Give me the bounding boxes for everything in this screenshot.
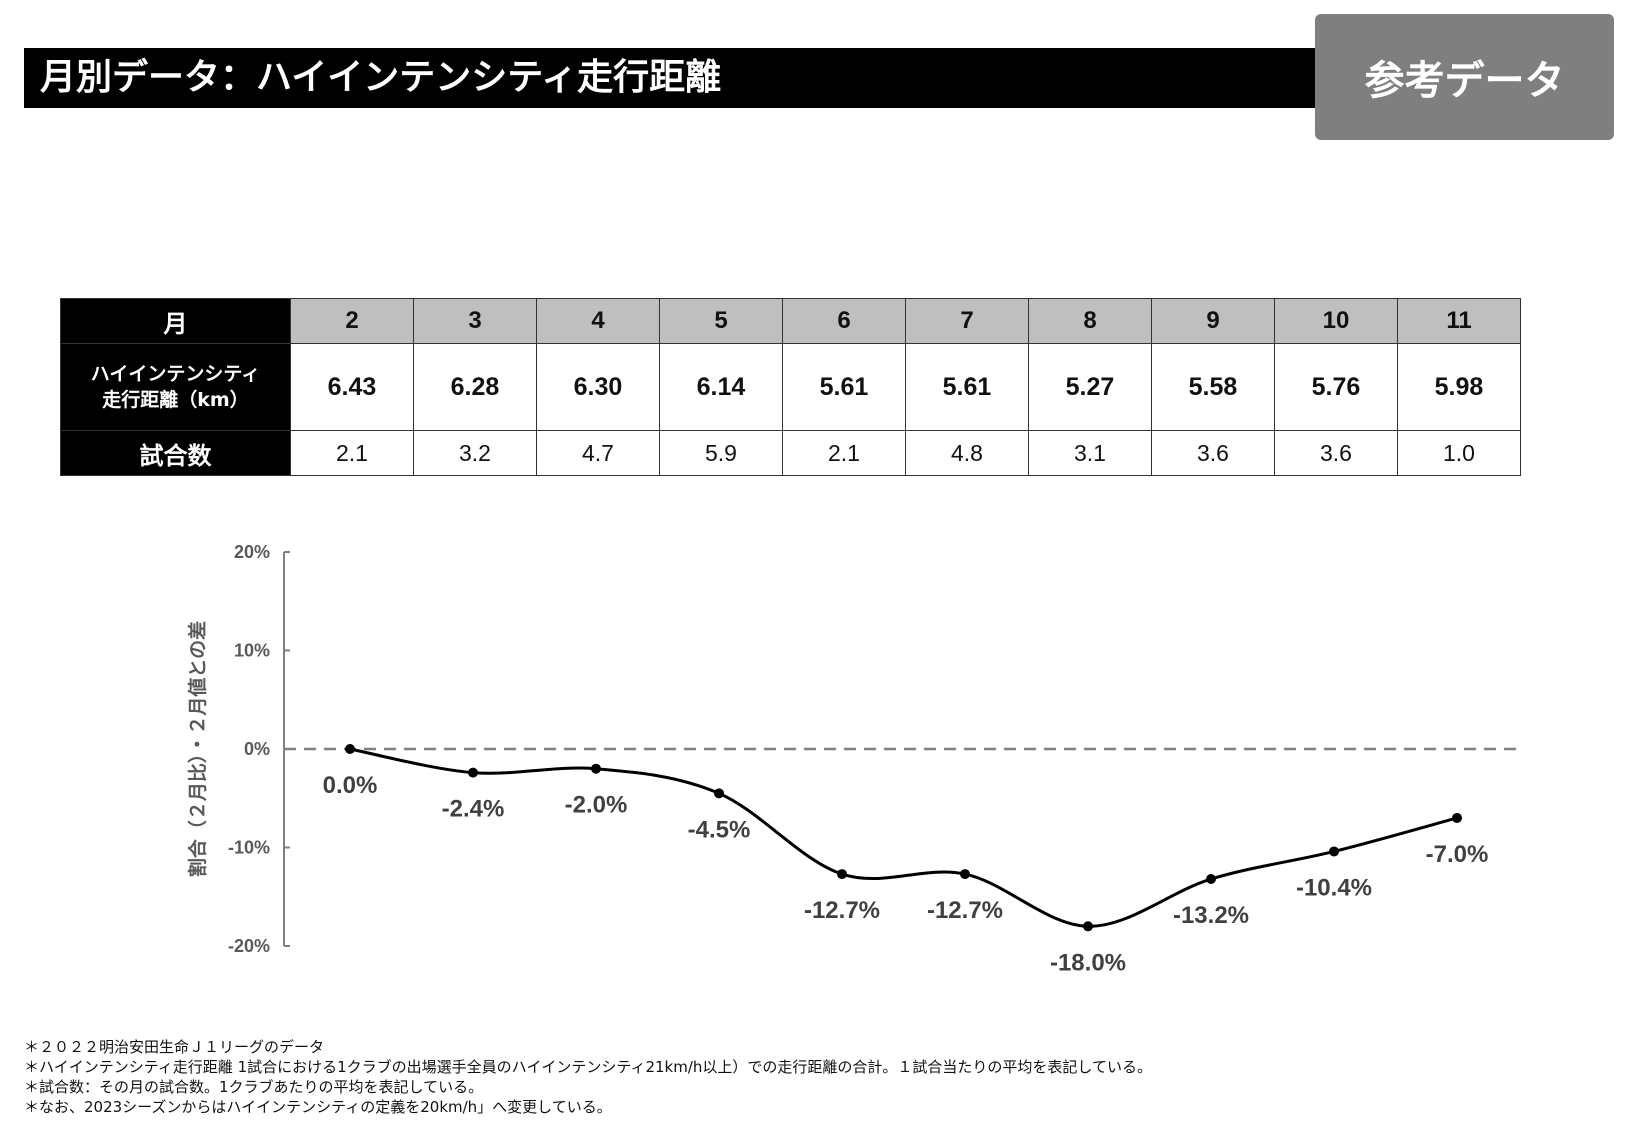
data-point xyxy=(837,869,847,880)
month-cell: 9 xyxy=(1151,298,1275,344)
distance-cell: 6.30 xyxy=(536,343,660,431)
games-cell: 2.1 xyxy=(290,430,414,476)
distance-cell: 5.58 xyxy=(1151,343,1275,431)
distance-cell: 5.61 xyxy=(782,343,906,431)
games-cell: 5.9 xyxy=(659,430,783,476)
month-cell: 11 xyxy=(1397,298,1521,344)
data-point xyxy=(714,788,724,799)
games-cell: 3.6 xyxy=(1274,430,1398,476)
games-cell: 4.7 xyxy=(536,430,660,476)
row-header-distance-line2: 走行距離（km） xyxy=(102,389,249,411)
games-cell: 3.1 xyxy=(1028,430,1152,476)
table-row-distance: ハイインテンシティ 走行距離（km） 6.43 6.28 6.30 6.14 5.61 5… xyxy=(60,343,1521,431)
y-axis-title: 割合（２月比）・２月値との差 xyxy=(186,621,209,877)
y-tick-label: 0% xyxy=(244,739,270,759)
data-point xyxy=(345,744,355,754)
data-point xyxy=(1083,921,1093,932)
data-point xyxy=(468,767,478,778)
data-point xyxy=(1329,846,1339,857)
row-header-month: 月 xyxy=(60,298,291,344)
distance-cell: 5.98 xyxy=(1397,343,1521,431)
reference-data-badge: 参考データ xyxy=(1315,14,1614,140)
data-point xyxy=(591,763,601,774)
data-label: -7.0% xyxy=(1426,841,1489,868)
data-label: -12.7% xyxy=(804,897,880,924)
table-row-games: 試合数 2.1 3.2 4.7 5.9 2.1 4.8 3.1 3.6 3.6 1.0 xyxy=(60,430,1521,476)
games-cell: 4.8 xyxy=(905,430,1029,476)
month-cell: 6 xyxy=(782,298,906,344)
footnote-2: ＊ハイインテンシティ走行距離 1試合における1クラブの出場選手全員のハイインテン… xyxy=(24,1058,1152,1076)
data-point xyxy=(960,869,970,880)
y-tick-label: 10% xyxy=(234,641,270,661)
data-label: -13.2% xyxy=(1173,902,1249,929)
difference-line-chart: 20% 10% 0% -10% -20% 割合（２月比）・２月値との差 0.0% -2.4% -… xyxy=(186,542,1520,976)
data-point xyxy=(1452,812,1462,823)
data-point xyxy=(1206,874,1216,885)
distance-cell: 6.28 xyxy=(413,343,537,431)
row-header-games: 試合数 xyxy=(60,430,291,476)
games-cell: 3.6 xyxy=(1151,430,1275,476)
month-cell: 7 xyxy=(905,298,1029,344)
y-tick-label: 20% xyxy=(234,542,270,562)
footnote-4: ＊なお、2023シーズンからはハイインテンシティの定義を20km/h」へ変更して… xyxy=(24,1098,612,1116)
month-cell: 2 xyxy=(290,298,414,344)
row-header-distance: ハイインテンシティ 走行距離（km） xyxy=(60,343,291,431)
games-cell: 1.0 xyxy=(1397,430,1521,476)
games-cell: 3.2 xyxy=(413,430,537,476)
row-header-distance-line1: ハイインテンシティ xyxy=(90,363,261,385)
data-label: -12.7% xyxy=(927,897,1003,924)
month-cell: 4 xyxy=(536,298,660,344)
page-title: 月別データ：ハイインテンシティ走行距離 xyxy=(24,48,1326,108)
data-label: -2.0% xyxy=(565,792,628,819)
footnotes: ＊２０２２明治安田生命Ｊ１リーグのデータ ＊ハイインテンシティ走行距離 1試合に… xyxy=(24,1037,1152,1117)
games-cell: 2.1 xyxy=(782,430,906,476)
distance-cell: 5.76 xyxy=(1274,343,1398,431)
series-line xyxy=(349,747,1458,928)
distance-cell: 5.61 xyxy=(905,343,1029,431)
table-row-month: 月 2 3 4 5 6 7 8 9 10 11 xyxy=(60,298,1521,344)
data-label: -4.5% xyxy=(688,816,751,843)
data-label: 0.0% xyxy=(323,772,378,799)
month-cell: 10 xyxy=(1274,298,1398,344)
distance-cell: 6.43 xyxy=(290,343,414,431)
distance-cell: 5.27 xyxy=(1028,343,1152,431)
month-cell: 3 xyxy=(413,298,537,344)
month-cell: 8 xyxy=(1028,298,1152,344)
distance-cell: 6.14 xyxy=(659,343,783,431)
month-cell: 5 xyxy=(659,298,783,344)
footnote-3: ＊試合数：その月の試合数。1クラブあたりの平均を表記している。 xyxy=(24,1078,484,1096)
data-label: -2.4% xyxy=(442,796,505,823)
y-tick-label: -10% xyxy=(228,838,270,858)
data-label: -18.0% xyxy=(1050,949,1126,976)
footnote-1: ＊２０２２明治安田生命Ｊ１リーグのデータ xyxy=(24,1038,325,1056)
data-label: -10.4% xyxy=(1296,874,1372,901)
monthly-data-table: 月 2 3 4 5 6 7 8 9 10 11 ハイインテンシティ 走行距離（km） 6.43 6.… xyxy=(60,298,1521,476)
y-tick-label: -20% xyxy=(228,936,270,956)
